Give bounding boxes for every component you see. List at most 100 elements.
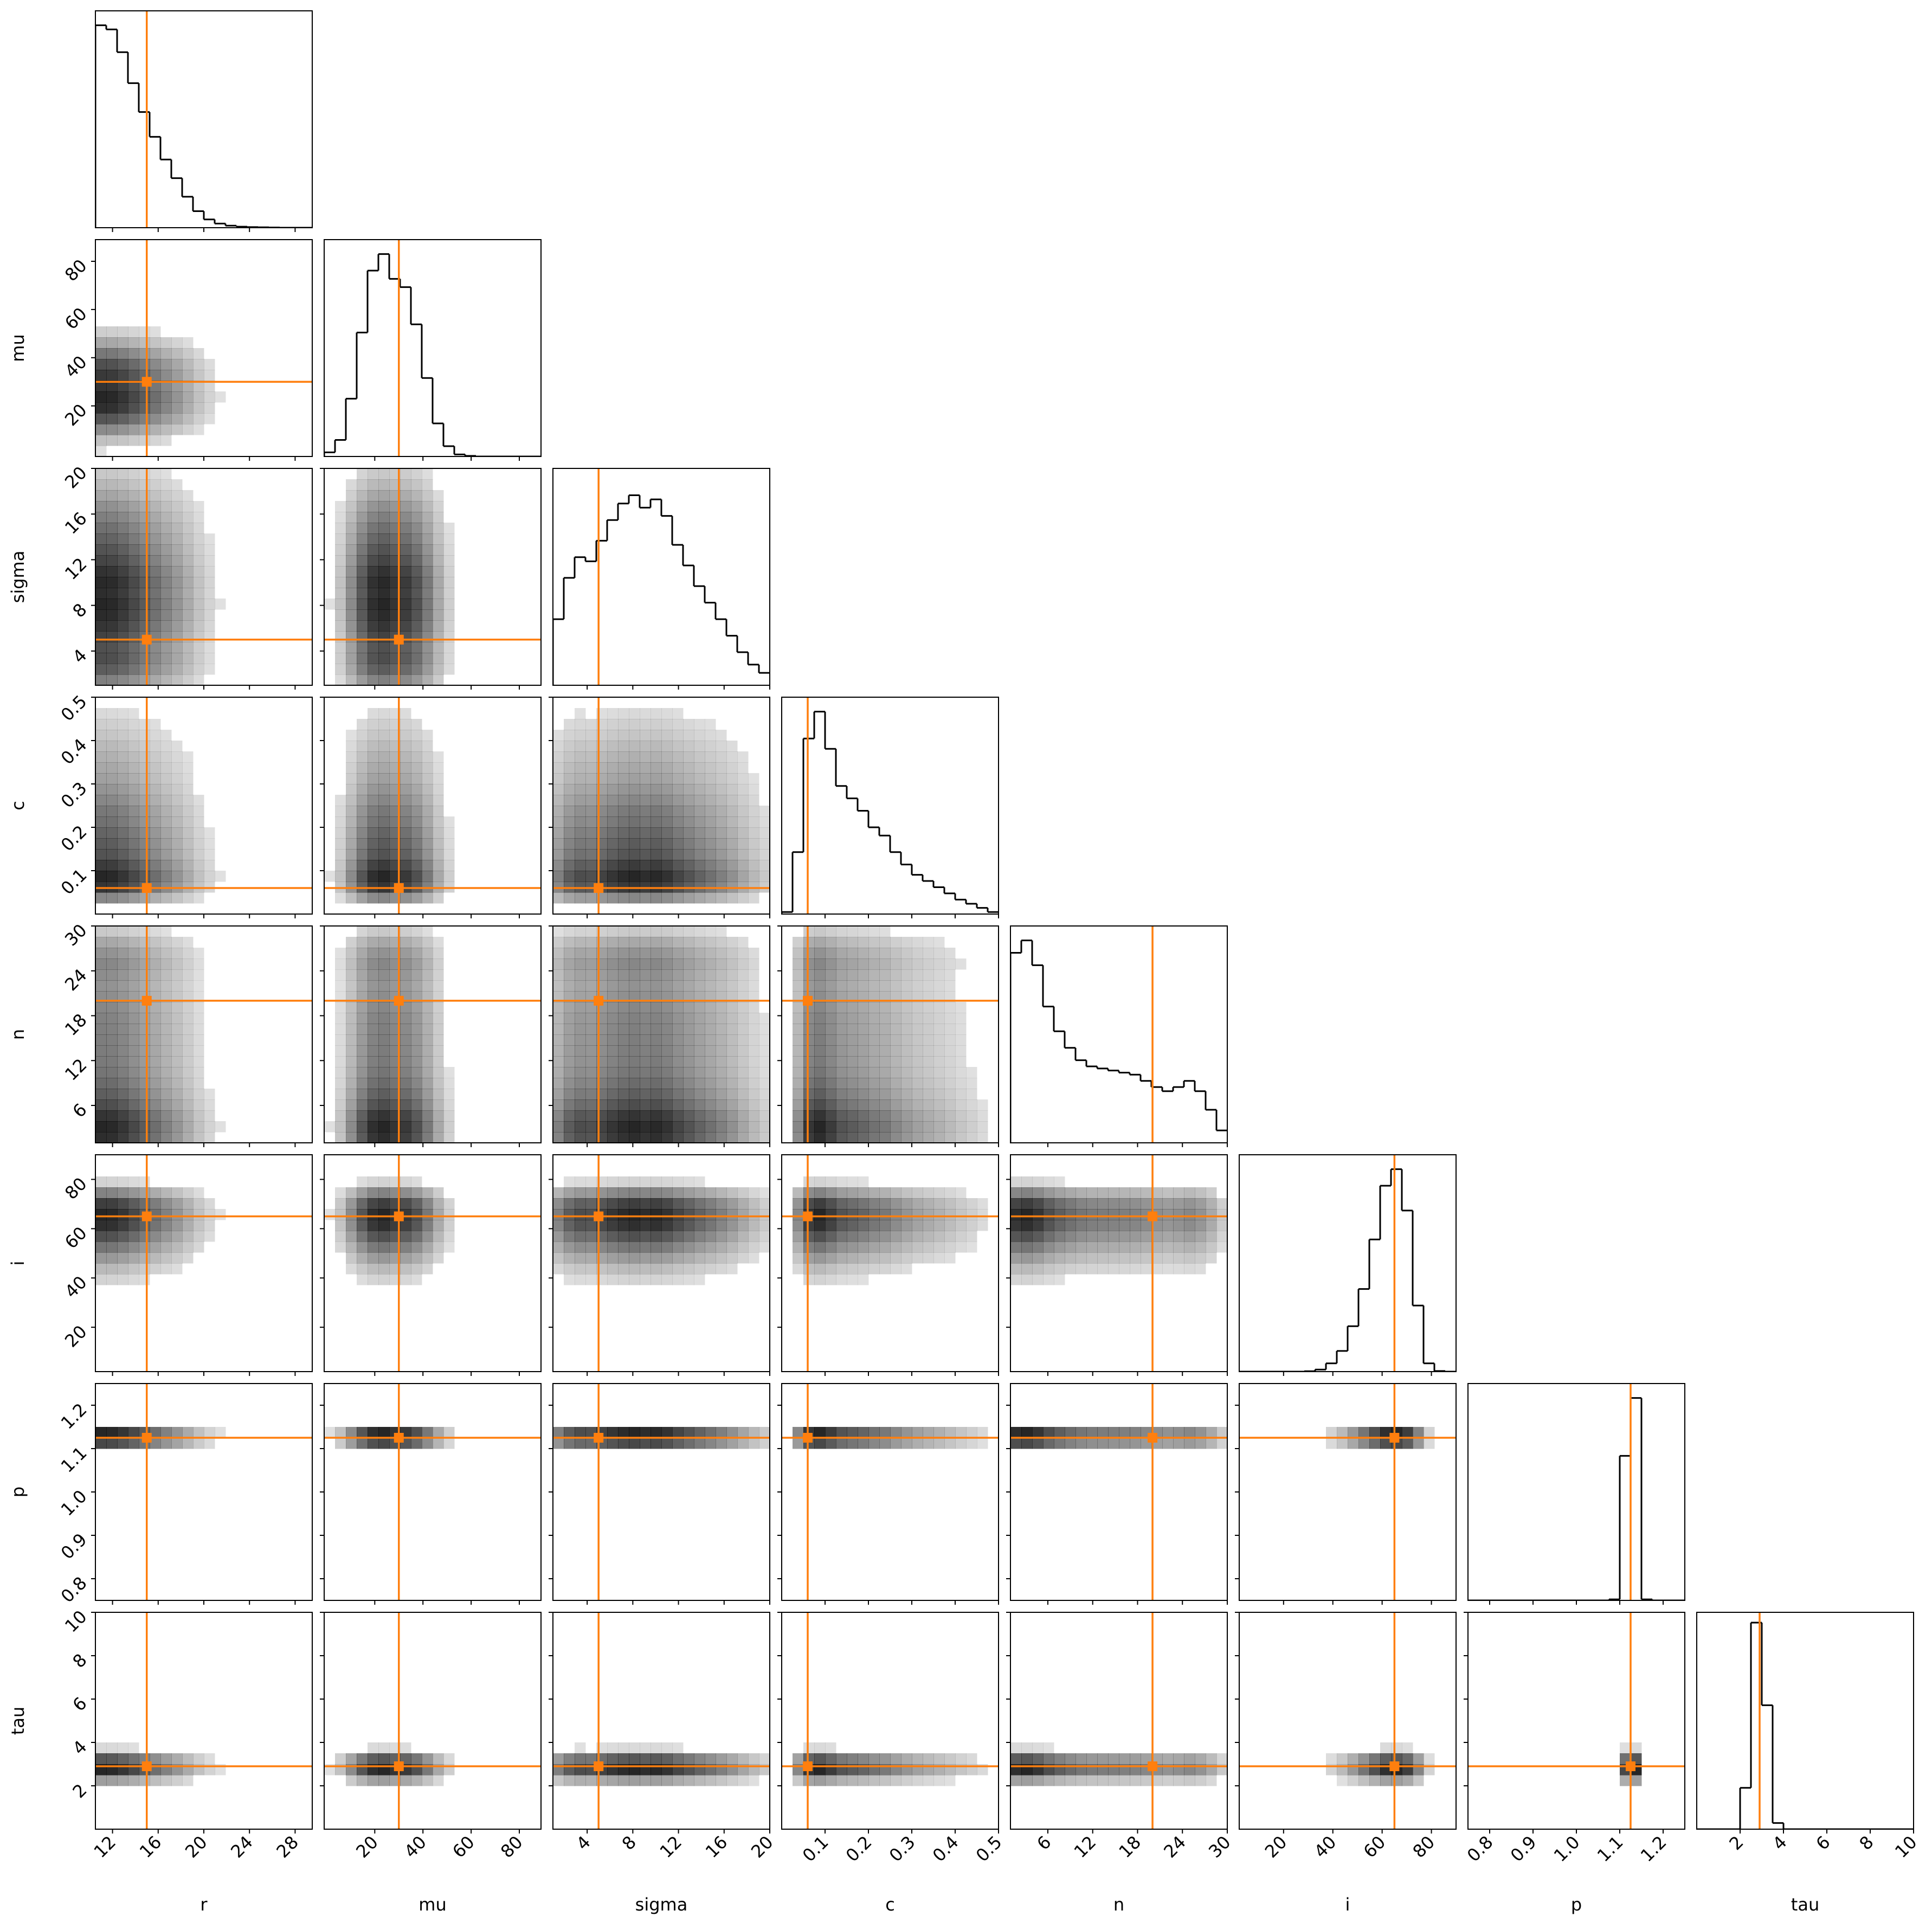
density-cell bbox=[944, 1121, 956, 1133]
density-cell bbox=[139, 402, 150, 414]
density-cell bbox=[1216, 1198, 1227, 1210]
density-cell bbox=[182, 860, 194, 871]
density-cell bbox=[422, 871, 433, 882]
density-cell bbox=[575, 762, 586, 774]
density-cell bbox=[422, 849, 433, 860]
density-cell bbox=[955, 1089, 967, 1100]
density-cell bbox=[1195, 1198, 1206, 1210]
density-cell bbox=[629, 719, 640, 730]
density-cell bbox=[618, 1034, 629, 1046]
density-cell bbox=[1043, 1209, 1054, 1220]
density-cell bbox=[1162, 1438, 1174, 1449]
density-cell bbox=[400, 620, 411, 632]
density-cell bbox=[160, 664, 172, 675]
density-cell bbox=[346, 490, 357, 501]
density-cell bbox=[912, 1132, 923, 1143]
density-cell bbox=[368, 1176, 379, 1188]
density-cell bbox=[607, 730, 619, 741]
density-cell bbox=[150, 1067, 161, 1078]
density-cell bbox=[95, 991, 107, 1002]
density-cell bbox=[705, 1002, 716, 1013]
density-cell bbox=[193, 1241, 204, 1253]
density-cell bbox=[106, 512, 118, 523]
x-tick-label: 18 bbox=[1115, 1832, 1145, 1862]
density-cell bbox=[618, 1002, 629, 1013]
density-cell bbox=[564, 892, 575, 904]
density-cell bbox=[585, 948, 597, 959]
density-cell bbox=[193, 958, 204, 970]
density-cell bbox=[346, 1056, 357, 1067]
density-cell bbox=[182, 1056, 194, 1067]
density-cell bbox=[150, 1241, 161, 1253]
density-cell bbox=[1206, 1438, 1217, 1449]
density-cell bbox=[575, 958, 586, 970]
density-cell bbox=[640, 1241, 651, 1253]
y-tick-label: 0.8 bbox=[57, 1573, 91, 1607]
density-cell bbox=[672, 1002, 684, 1013]
density-cell bbox=[346, 980, 357, 992]
density-cell bbox=[160, 980, 172, 992]
density-cell bbox=[1130, 1775, 1141, 1786]
density-cell bbox=[368, 708, 379, 719]
density-cell bbox=[651, 806, 662, 817]
density-cell bbox=[160, 1241, 172, 1253]
density-cell bbox=[1054, 1438, 1065, 1449]
density-cell bbox=[585, 937, 597, 948]
density-cell bbox=[858, 1198, 869, 1210]
density-cell bbox=[171, 653, 183, 664]
density-cell bbox=[106, 674, 118, 685]
density-cell bbox=[368, 892, 379, 904]
density-cell bbox=[814, 1067, 826, 1078]
density-cell bbox=[400, 653, 411, 664]
density-cell bbox=[618, 1753, 629, 1765]
density-cell bbox=[955, 1187, 967, 1199]
panel-frame bbox=[1010, 1383, 1228, 1601]
density-cell bbox=[1108, 1241, 1119, 1253]
density-cell bbox=[346, 533, 357, 545]
density-cell bbox=[716, 991, 727, 1002]
density-cell bbox=[1206, 1753, 1217, 1765]
density-cell bbox=[705, 980, 716, 992]
density-cell bbox=[433, 490, 444, 501]
density-cell bbox=[160, 773, 172, 784]
density-cell bbox=[672, 958, 684, 970]
density-cell bbox=[629, 1013, 640, 1024]
density-cell bbox=[346, 523, 357, 534]
density-cell bbox=[683, 784, 694, 795]
density-cell bbox=[106, 1209, 118, 1220]
density-cell bbox=[171, 620, 183, 632]
density-cell bbox=[575, 1024, 586, 1035]
density-cell bbox=[944, 1110, 956, 1122]
density-cell bbox=[117, 773, 128, 784]
density-cell bbox=[890, 1132, 901, 1143]
density-cell bbox=[433, 544, 444, 556]
density-cell bbox=[128, 501, 139, 512]
density-cell bbox=[368, 1132, 379, 1143]
density-cell bbox=[726, 1231, 738, 1242]
density-cell bbox=[944, 991, 956, 1002]
density-cell bbox=[368, 1045, 379, 1057]
density-cell bbox=[433, 653, 444, 664]
density-cell bbox=[661, 871, 673, 882]
density-cell bbox=[847, 1187, 858, 1199]
density-cell bbox=[716, 816, 727, 828]
density-cell bbox=[171, 948, 183, 959]
density-cell bbox=[346, 892, 357, 904]
density-cell bbox=[346, 795, 357, 806]
density-cell bbox=[117, 1198, 128, 1210]
density-cell bbox=[651, 1263, 662, 1275]
y-tick-label: 18 bbox=[61, 1009, 91, 1040]
density-cell bbox=[825, 1110, 836, 1122]
density-cell bbox=[944, 1056, 956, 1067]
density-cell bbox=[117, 588, 128, 599]
density-cell bbox=[944, 1198, 956, 1210]
density-cell bbox=[1054, 1220, 1065, 1231]
density-cell bbox=[1010, 1252, 1022, 1264]
density-cell bbox=[705, 1775, 716, 1786]
density-cell bbox=[836, 1121, 847, 1133]
density-cell bbox=[629, 741, 640, 752]
density-cell bbox=[618, 708, 629, 719]
density-cell bbox=[95, 980, 107, 992]
density-cell bbox=[1141, 1241, 1152, 1253]
density-cell bbox=[553, 1045, 564, 1057]
